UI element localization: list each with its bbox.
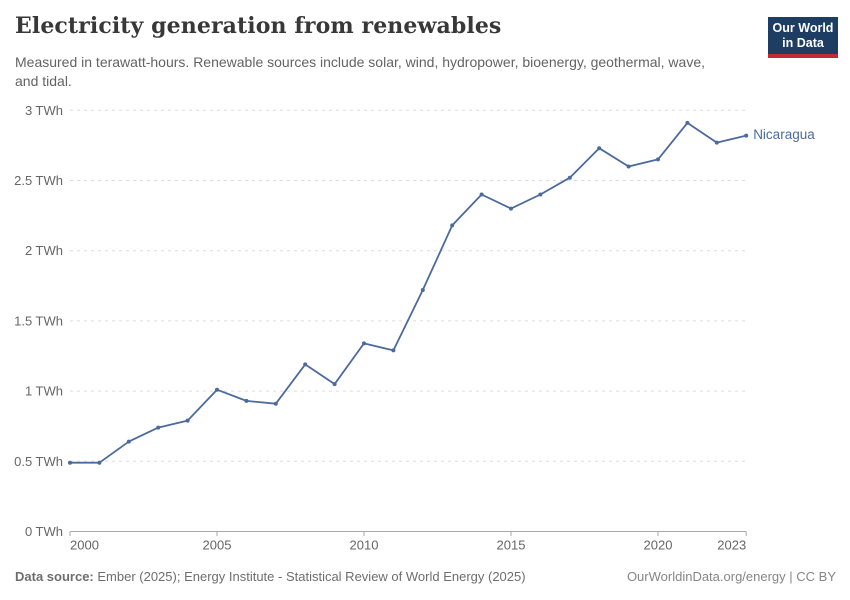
y-axis-tick-label: 1 TWh <box>25 384 63 399</box>
data-source-line: Data source: Ember (2025); Energy Instit… <box>15 569 526 584</box>
owid-logo[interactable]: Our World in Data <box>768 17 838 58</box>
data-point[interactable] <box>479 192 484 197</box>
data-point[interactable] <box>332 382 337 387</box>
data-point[interactable] <box>744 133 749 138</box>
data-point[interactable] <box>156 425 161 430</box>
data-point[interactable] <box>68 460 72 465</box>
data-point[interactable] <box>450 223 455 228</box>
data-point[interactable] <box>714 140 719 145</box>
x-axis-tick-label: 2010 <box>350 538 379 553</box>
data-point[interactable] <box>185 418 190 423</box>
y-axis-tick-label: 3 TWh <box>25 103 63 118</box>
y-axis-tick-label: 0.5 TWh <box>14 454 63 469</box>
x-axis-tick-label: 2005 <box>203 538 232 553</box>
y-axis-tick-label: 1.5 TWh <box>14 313 63 328</box>
owid-logo-line1: Our World <box>772 21 834 35</box>
data-point[interactable] <box>656 157 660 162</box>
data-point[interactable] <box>538 192 543 197</box>
data-point[interactable] <box>685 120 690 125</box>
data-line-nicaragua[interactable] <box>69 122 748 464</box>
y-axis-tick-label: 2 TWh <box>25 243 63 258</box>
footer-credit-link[interactable]: OurWorldinData.org/energy | CC BY <box>626 569 836 584</box>
data-point[interactable] <box>97 460 102 465</box>
page-subtitle: Measured in terawatt-hours. Renewable so… <box>15 54 705 89</box>
data-point[interactable] <box>215 387 219 392</box>
data-point[interactable] <box>626 164 631 169</box>
data-point[interactable] <box>244 398 249 403</box>
owid-logo-line2: in Data <box>782 35 824 50</box>
x-axis-tick-label: 2023 <box>717 538 746 553</box>
data-point[interactable] <box>597 146 602 151</box>
data-point[interactable] <box>567 175 572 180</box>
data-source-text: Ember (2025); Energy Institute - Statist… <box>93 569 526 584</box>
x-axis-tick-label: 2015 <box>497 538 526 553</box>
y-axis-tick-label: 2.5 TWh <box>14 173 63 188</box>
data-point[interactable] <box>362 341 366 346</box>
data-source-label: Data source: <box>15 569 94 584</box>
data-point[interactable] <box>303 362 308 367</box>
data-point[interactable] <box>391 348 396 353</box>
page-title: Electricity generation from renewables <box>15 13 502 39</box>
data-point[interactable] <box>126 439 131 444</box>
series-label-nicaragua[interactable]: Nicaragua <box>753 126 815 142</box>
data-point[interactable] <box>273 401 278 406</box>
x-axis-tick-label: 2020 <box>644 538 673 553</box>
data-point[interactable] <box>509 206 513 211</box>
y-axis-tick-label: 0 TWh <box>25 524 63 539</box>
data-point[interactable] <box>420 288 425 292</box>
x-axis-tick-label: 2000 <box>70 538 99 553</box>
